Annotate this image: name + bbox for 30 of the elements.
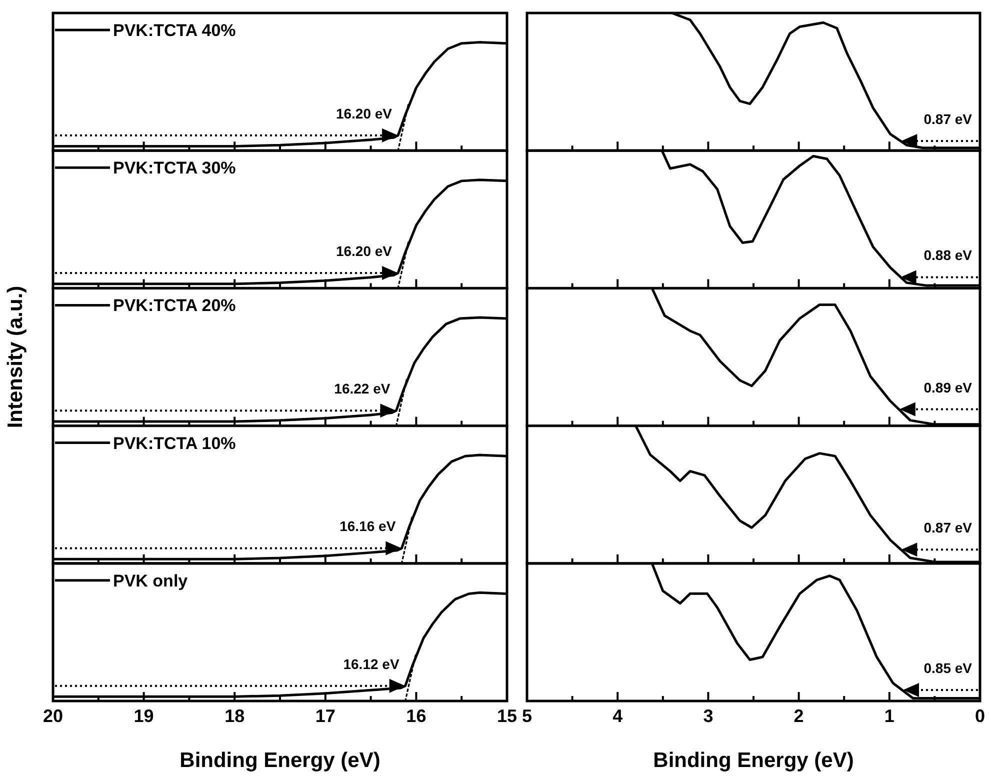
annotation: 0.87 eV: [924, 520, 973, 536]
x-tick-label: 15: [496, 706, 518, 726]
x-tick-label: 16: [406, 706, 426, 726]
x-tick-label: 18: [224, 706, 245, 726]
y-axis-title: Intensity (a.u.): [4, 286, 27, 428]
x-tick-label: 19: [134, 706, 154, 726]
legend-label: PVK:TCTA 10%: [113, 434, 236, 453]
x-tick-label: 2: [794, 706, 804, 726]
annotation: 0.88 eV: [924, 247, 973, 264]
x-axis-title: Binding Energy (eV): [180, 749, 380, 772]
x-tick-label: 17: [315, 706, 336, 726]
x-tick-label: 3: [703, 706, 714, 726]
x-tick-label: 4: [612, 706, 623, 726]
x-tick-label: 5: [522, 706, 532, 726]
annotation: 16.22 eV: [334, 380, 391, 397]
x-tick-label: 1: [884, 706, 894, 726]
annotation: 16.16 eV: [340, 518, 396, 534]
x-tick-label: 20: [42, 706, 64, 726]
legend-label: PVK only: [113, 571, 188, 590]
legend-label: PVK:TCTA 40%: [113, 21, 236, 40]
legend-label: PVK:TCTA 20%: [113, 296, 236, 316]
annotation: 16.12 eV: [343, 656, 400, 672]
x-tick-label: 0: [974, 706, 986, 726]
annotation: 0.85 eV: [924, 660, 973, 676]
x-axis-title: Binding Energy (eV): [653, 749, 854, 772]
legend-label: PVK:TCTA 30%: [113, 158, 236, 178]
annotation: 0.89 eV: [924, 379, 973, 396]
annotation: 16.20 eV: [336, 105, 393, 122]
annotation: 16.20 eV: [336, 243, 393, 260]
annotation: 0.87 eV: [924, 110, 973, 127]
